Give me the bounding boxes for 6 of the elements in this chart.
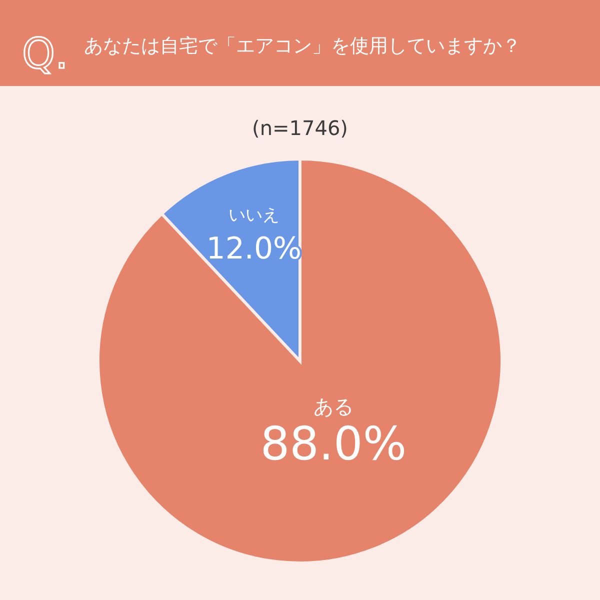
slice-label: ある <box>313 394 354 419</box>
data-label: 88.0% <box>260 416 407 471</box>
title: あなたは自宅で「エアコン」を使用していますか？ <box>84 35 521 57</box>
chart-subtitle: (n=1746) <box>252 116 348 140</box>
text: Q. <box>22 29 68 78</box>
slice-label: いいえ <box>228 206 280 226</box>
